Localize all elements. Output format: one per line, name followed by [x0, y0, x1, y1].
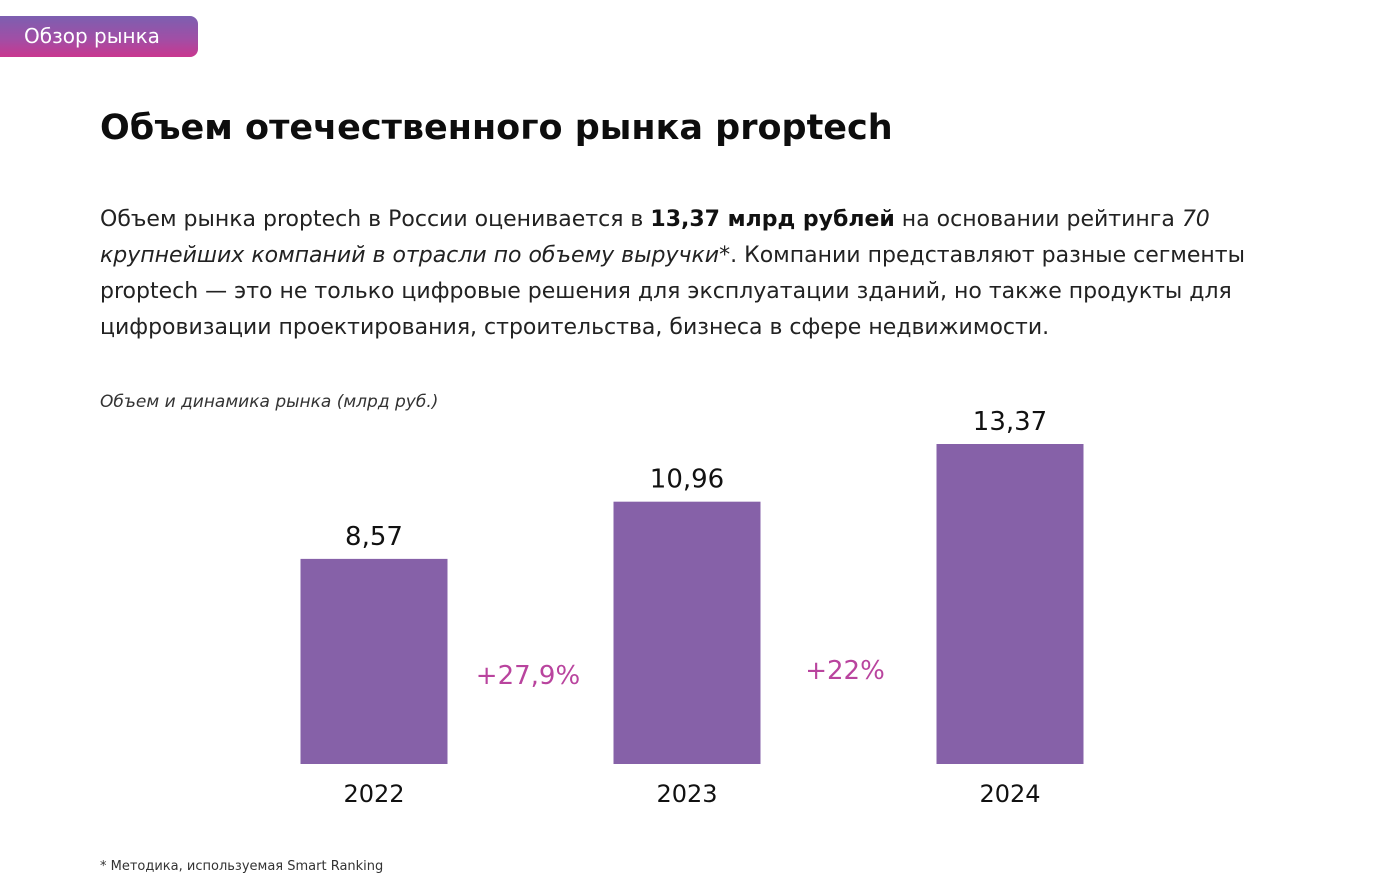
intro-paragraph: Объем рынка proptech в России оцениваетс…: [100, 202, 1260, 346]
growth-label-2: +22%: [805, 656, 885, 686]
category-label-2024: 2024: [979, 780, 1040, 808]
bar-2024: [936, 444, 1084, 764]
footnote: * Методика, используемая Smart Ranking: [100, 859, 384, 874]
para-text-1: Объем рынка proptech в России оцениваетс…: [100, 207, 651, 232]
category-label-2022: 2022: [343, 780, 404, 808]
section-tag: Обзор рынка: [0, 16, 198, 57]
para-highlight-value: 13,37 млрд рублей: [650, 207, 895, 232]
bar-2023: [613, 501, 761, 764]
category-label-2023: 2023: [656, 780, 717, 808]
bar-2022: [300, 558, 448, 764]
chart-title: Объем и динамика рынка (млрд руб.): [100, 392, 439, 412]
para-italic-text: 70 крупнейших компаний в отрасли по объе…: [100, 207, 1210, 268]
value-label-2022: 8,57: [345, 522, 403, 552]
para-text-2: на основании рейтинга: [894, 207, 1182, 232]
growth-label-1: +27,9%: [476, 661, 580, 691]
value-label-2024: 13,37: [973, 407, 1047, 437]
page-title: Объем отечественного рынка proptech: [100, 108, 893, 148]
para-text-3: *. Компании представляют разные сегменты…: [100, 243, 1245, 340]
value-label-2023: 10,96: [650, 465, 724, 495]
